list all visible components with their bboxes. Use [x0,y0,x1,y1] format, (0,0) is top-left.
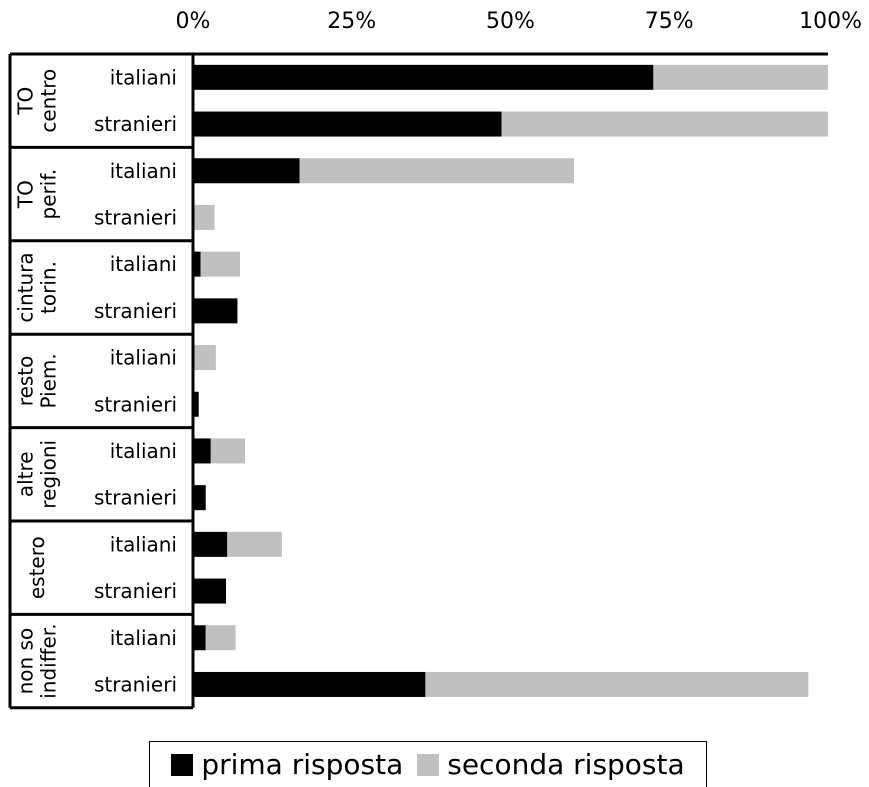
x-tick-label: 25% [327,9,376,34]
subcategory-label: italiani [110,532,177,556]
group-label: restoPiem. [14,353,61,408]
bar-prima-row-5 [193,298,238,324]
subcategory-label: stranieri [94,299,177,323]
bar-prima-row-12 [193,625,206,651]
bar-seconda-row-13 [425,671,809,697]
subcategory-label: italiani [110,252,177,276]
subcategory-label: stranieri [94,112,177,136]
group-label: TOcentro [14,69,61,133]
bar-seconda-row-2 [299,158,574,184]
x-tick-label: 75% [645,9,694,34]
subcategory-label: stranieri [94,672,177,696]
bars [193,64,828,697]
bar-prima-row-2 [193,158,300,184]
bar-prima-row-10 [193,531,228,557]
chart: 0% 25% 50% 75% 100% italianistranieriitalian… [8,9,862,710]
subcategory-label: italiani [110,626,177,650]
bar-seconda-row-12 [205,625,236,651]
subcategory-label: italiani [110,439,177,463]
legend-item-seconda: seconda risposta [417,748,685,781]
legend-label-seconda: seconda risposta [447,748,685,781]
bar-prima-row-8 [193,438,211,464]
group-label: non soindiffer. [14,623,61,698]
bar-prima-row-4 [193,251,201,277]
subcategory-label: italiani [110,159,177,183]
x-tick-label: 100% [799,9,862,34]
bar-prima-row-7 [193,391,199,417]
bar-seconda-row-8 [210,438,246,464]
bar-prima-row-13 [193,671,426,697]
group-label: estero [25,536,49,599]
group-label: TOperif. [14,169,61,220]
legend: prima risposta seconda risposta [149,741,707,787]
category-labels: italiani stranieri italiani stranieri italia… [14,65,178,698]
x-tick-label: 50% [486,9,535,34]
subcategory-label: stranieri [94,205,177,229]
bar-prima-row-0 [193,64,654,90]
group-label: altreregioni [14,440,61,509]
subcategory-label: stranieri [94,392,177,416]
legend-item-prima: prima risposta [171,748,403,781]
bar-prima-row-9 [193,485,206,511]
legend-swatch-prima [171,753,194,776]
subcategory-label: italiani [110,346,177,370]
bar-seconda-row-4 [200,251,240,277]
bar-seconda-row-0 [653,64,828,90]
bar-prima-row-11 [193,578,227,604]
x-tick-label: 0% [176,9,211,34]
bar-seconda-row-10 [227,531,282,557]
axes [8,52,828,710]
bar-seconda-row-3 [193,204,215,230]
bar-prima-row-1 [193,111,502,137]
bar-seconda-row-1 [501,111,828,137]
bar-seconda-row-6 [193,345,216,371]
legend-swatch-seconda [417,753,440,776]
legend-label-prima: prima risposta [201,748,404,781]
subcategory-label: italiani [110,65,177,89]
x-axis-ticks: 0% 25% 50% 75% 100% [176,9,862,34]
group-label: cinturatorin. [14,252,61,322]
subcategory-label: stranieri [94,579,177,603]
subcategory-label: stranieri [94,486,177,510]
